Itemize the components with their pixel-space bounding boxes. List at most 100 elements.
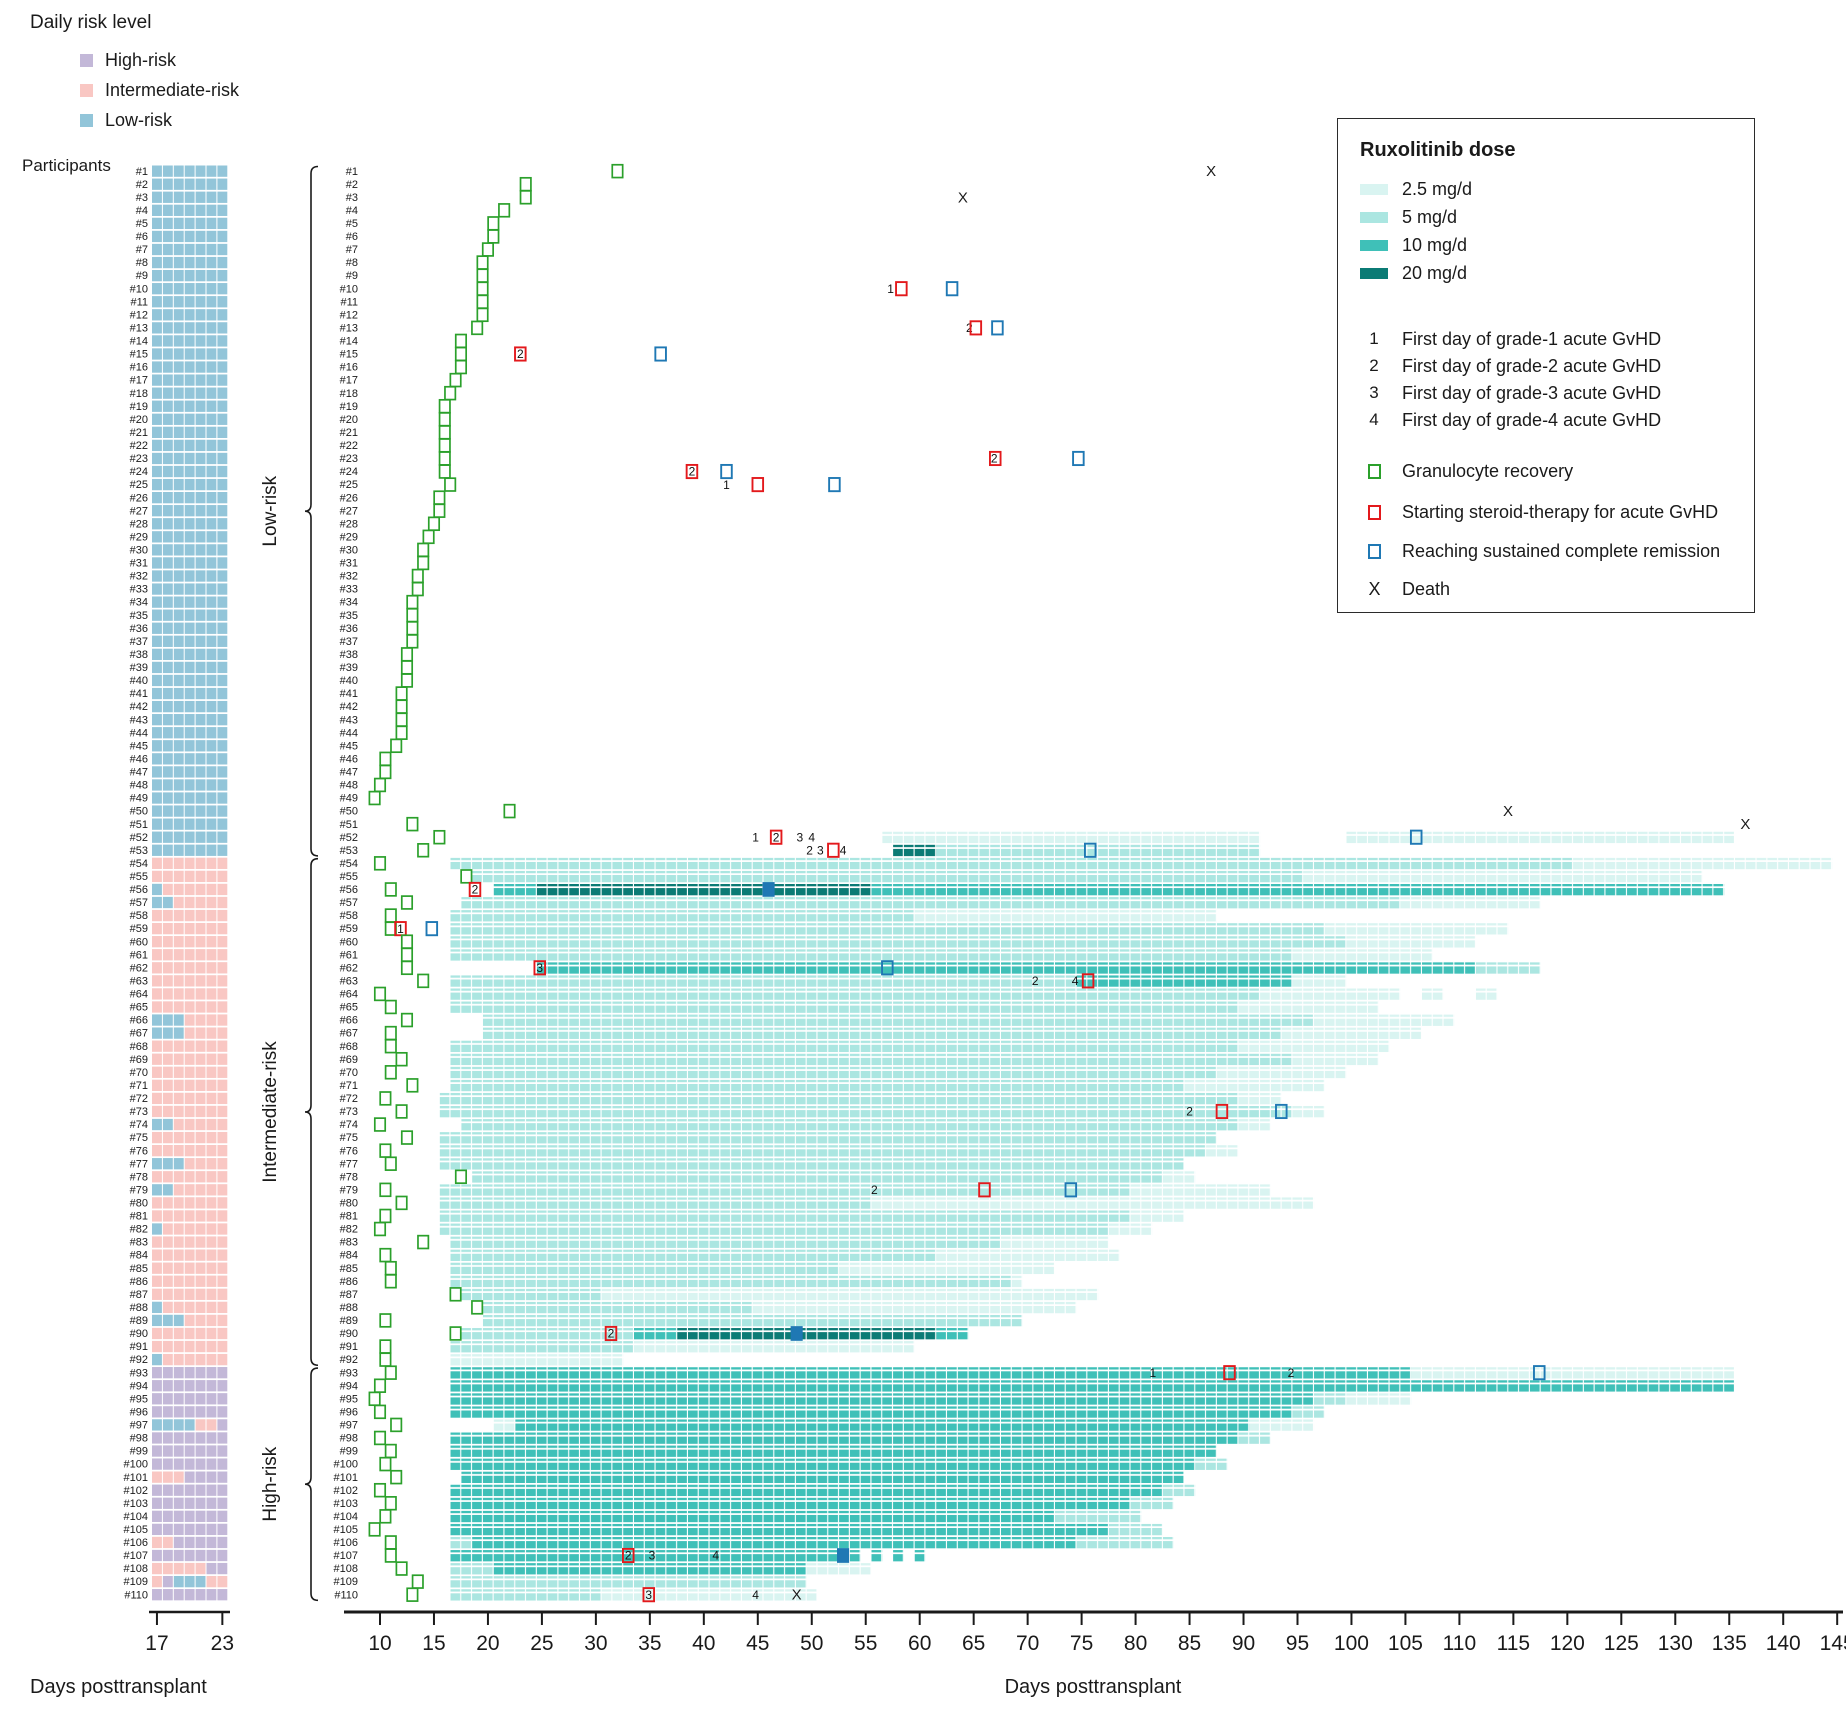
risk-cell	[217, 178, 228, 190]
granulocyte-recovery-marker	[454, 1169, 468, 1185]
risk-cell	[184, 165, 195, 177]
granulocyte-recovery-marker	[373, 777, 387, 793]
participant-row-label: #30	[340, 544, 358, 556]
risk-cell	[162, 1145, 173, 1157]
heatmap-row-label: #42	[130, 701, 148, 713]
risk-cell	[152, 596, 162, 608]
risk-cell	[217, 426, 228, 438]
right-x-axis-tick-label: 120	[1550, 1632, 1585, 1655]
risk-cell	[206, 922, 217, 935]
risk-cell	[206, 544, 217, 556]
legend-label: First day of grade-1 acute GvHD	[1402, 328, 1662, 349]
granulocyte-recovery-marker	[379, 1091, 392, 1106]
risk-cell	[195, 1197, 206, 1209]
risk-cell	[173, 1353, 184, 1366]
right-x-axis-tick-label: 105	[1388, 1632, 1423, 1655]
risk-cell	[173, 609, 184, 621]
risk-cell	[173, 1053, 184, 1065]
risk-cell	[217, 1575, 228, 1588]
participant-row-label: #85	[340, 1263, 358, 1275]
risk-cell	[152, 1236, 162, 1248]
risk-cell	[195, 1001, 206, 1013]
granulocyte-recovery-marker	[400, 647, 414, 662]
risk-cell	[217, 1484, 228, 1496]
dose-band	[1108, 1523, 1163, 1536]
risk-cell	[162, 1314, 173, 1327]
risk-cell	[162, 714, 173, 726]
risk-cell	[173, 478, 184, 491]
steroid-start-marker	[978, 1182, 991, 1198]
risk-cell	[173, 622, 184, 634]
risk-cell	[173, 1184, 184, 1196]
dose-band	[1001, 1236, 1109, 1248]
complete-remission-marker	[1072, 450, 1085, 467]
gvhd-grade-annotation: 2	[991, 452, 998, 466]
dose-band	[439, 1106, 1293, 1118]
granulocyte-recovery-marker	[379, 764, 392, 780]
risk-cell	[206, 1275, 217, 1287]
risk-cell	[184, 1158, 195, 1170]
right-x-axis-tick-label: 20	[476, 1632, 499, 1655]
heatmap-row-label: #76	[130, 1145, 148, 1157]
risk-cell	[217, 1523, 228, 1536]
risk-cell	[217, 1471, 228, 1483]
granulocyte-recovery-marker	[417, 555, 430, 571]
risk-cell	[195, 1314, 206, 1327]
participant-row-label: #61	[340, 949, 358, 961]
participant-row-label: #97	[340, 1420, 358, 1432]
risk-cell	[162, 949, 173, 961]
legend-label: Reaching sustained complete remission	[1402, 540, 1721, 561]
complete-remission-marker	[654, 346, 667, 362]
risk-cell	[162, 413, 173, 425]
participant-row-label: #47	[340, 767, 358, 779]
risk-cell	[152, 779, 162, 791]
risk-cell	[184, 883, 195, 896]
risk-cell	[206, 1092, 217, 1105]
right-x-axis-tick-label: 100	[1334, 1632, 1369, 1655]
gvhd-grade-annotation: 3	[797, 830, 804, 844]
complete-remission-marker-filled	[790, 1326, 803, 1341]
dose-band	[439, 1158, 1185, 1170]
risk-cell	[206, 844, 217, 856]
risk-cell	[217, 883, 228, 896]
risk-cell	[162, 1562, 173, 1575]
participant-row-label: #86	[340, 1276, 358, 1288]
risk-cell	[173, 256, 184, 269]
risk-cell	[173, 335, 184, 347]
heatmap-row-label: #77	[130, 1158, 148, 1170]
risk-cell	[162, 818, 173, 830]
granulocyte-recovery-marker	[449, 372, 462, 388]
risk-cell	[173, 1471, 184, 1483]
granulocyte-recovery-marker	[406, 816, 419, 832]
granulocyte-recovery-marker	[438, 464, 451, 479]
gvhd-grade-annotation: 3	[536, 961, 543, 975]
heatmap-row-label: #68	[130, 1041, 148, 1053]
dose-band	[914, 1550, 926, 1562]
participant-row-label: #11	[340, 296, 358, 308]
granulocyte-recovery-marker	[379, 1509, 392, 1524]
risk-cell	[206, 165, 217, 177]
granulocyte-recovery-marker	[417, 542, 430, 558]
participant-row-label: #91	[340, 1341, 358, 1353]
granulocyte-recovery-marker	[498, 203, 511, 218]
legend-item-dose-2-5: 2.5 mg/d	[1360, 179, 1472, 199]
risk-cell	[206, 622, 217, 634]
complete-remission-icon	[1368, 543, 1381, 559]
dose-band	[450, 1040, 1239, 1053]
risk-cell	[217, 1419, 228, 1431]
dose-band	[450, 1393, 1315, 1405]
legend-label: 10 mg/d	[1402, 234, 1468, 255]
complete-remission-marker	[1275, 1103, 1288, 1120]
risk-cell	[152, 622, 162, 634]
dose-band	[1249, 1419, 1315, 1431]
heatmap-row-label: #55	[130, 871, 148, 883]
granulocyte-recovery-marker	[384, 1443, 397, 1459]
risk-cell	[162, 309, 173, 321]
complete-remission-marker	[828, 477, 841, 493]
gvhd-grade-annotation: 2	[1186, 1105, 1193, 1119]
participant-row-label: #66	[340, 1015, 358, 1027]
risk-cell	[195, 1419, 206, 1431]
heatmap-row-label: #38	[130, 649, 148, 661]
risk-cell	[217, 1145, 228, 1157]
risk-cell	[162, 1340, 173, 1353]
